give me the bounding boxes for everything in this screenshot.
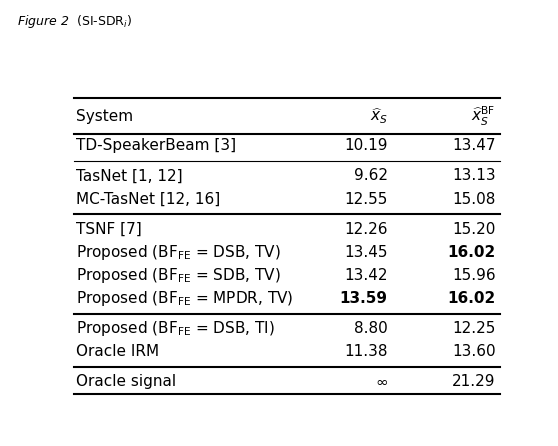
Text: Proposed (BF$_{\mathrm{FE}}$ = DSB, TI): Proposed (BF$_{\mathrm{FE}}$ = DSB, TI): [76, 319, 275, 338]
Text: 13.45: 13.45: [344, 245, 388, 260]
Text: 13.13: 13.13: [452, 169, 496, 183]
Text: Proposed (BF$_{\mathrm{FE}}$ = SDB, TV): Proposed (BF$_{\mathrm{FE}}$ = SDB, TV): [76, 266, 281, 285]
Text: 12.25: 12.25: [453, 321, 496, 336]
Text: Oracle IRM: Oracle IRM: [76, 344, 160, 359]
Text: TasNet [1, 12]: TasNet [1, 12]: [76, 169, 183, 183]
Text: 16.02: 16.02: [448, 291, 496, 306]
Text: Proposed (BF$_{\mathrm{FE}}$ = DSB, TV): Proposed (BF$_{\mathrm{FE}}$ = DSB, TV): [76, 243, 281, 262]
Text: 15.96: 15.96: [452, 268, 496, 283]
Text: Figure 2  $(\mathrm{SI\text{-}SDR}_i)$: Figure 2 $(\mathrm{SI\text{-}SDR}_i)$: [17, 13, 132, 30]
Text: $\widehat{x}_S^{\mathrm{BF}}$: $\widehat{x}_S^{\mathrm{BF}}$: [472, 105, 496, 128]
Text: TD-SpeakerBeam [3]: TD-SpeakerBeam [3]: [76, 138, 237, 153]
Text: 13.47: 13.47: [452, 138, 496, 153]
Text: Oracle signal: Oracle signal: [76, 375, 176, 389]
Text: 16.02: 16.02: [448, 245, 496, 260]
Text: 12.26: 12.26: [344, 222, 388, 237]
Text: TSNF [7]: TSNF [7]: [76, 222, 142, 237]
Text: 13.60: 13.60: [452, 344, 496, 359]
Text: 21.29: 21.29: [452, 375, 496, 389]
Text: 10.19: 10.19: [344, 138, 388, 153]
Text: 15.08: 15.08: [453, 191, 496, 206]
Text: 13.42: 13.42: [344, 268, 388, 283]
Text: $\infty$: $\infty$: [374, 375, 388, 389]
Text: System: System: [76, 109, 133, 124]
Text: 12.55: 12.55: [344, 191, 388, 206]
Text: Proposed (BF$_{\mathrm{FE}}$ = MPDR, TV): Proposed (BF$_{\mathrm{FE}}$ = MPDR, TV): [76, 289, 294, 308]
Text: 11.38: 11.38: [344, 344, 388, 359]
Text: 9.62: 9.62: [354, 169, 388, 183]
Text: 15.20: 15.20: [453, 222, 496, 237]
Text: 8.80: 8.80: [354, 321, 388, 336]
Text: $\widehat{x}_S$: $\widehat{x}_S$: [369, 107, 388, 126]
Text: MC-TasNet [12, 16]: MC-TasNet [12, 16]: [76, 191, 220, 206]
Text: 13.59: 13.59: [340, 291, 388, 306]
